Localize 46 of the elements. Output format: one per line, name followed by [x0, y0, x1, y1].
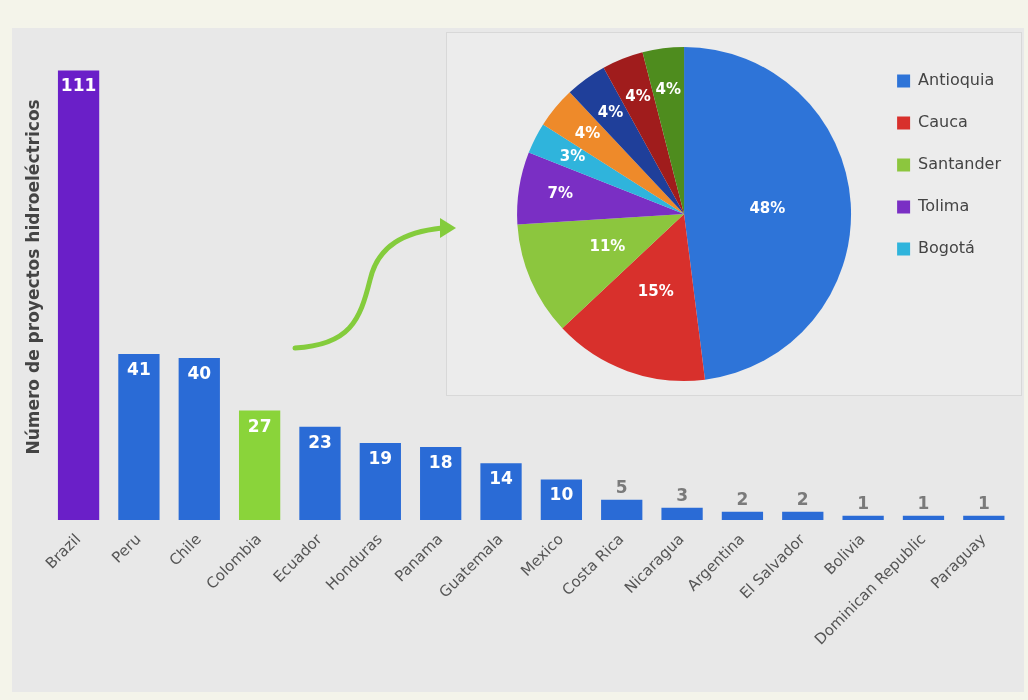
bar — [782, 511, 824, 520]
data-label: 5 — [615, 476, 628, 497]
legend-label: Cauca — [918, 112, 968, 132]
data-label: 1 — [857, 492, 870, 513]
bar — [299, 426, 341, 520]
data-label: 3% — [559, 147, 586, 166]
bar — [902, 515, 945, 520]
data-label: 4% — [655, 79, 682, 98]
data-label: 11% — [589, 237, 626, 256]
data-label: 1 — [977, 492, 990, 513]
legend-label: Antioquia — [918, 70, 995, 90]
bar — [238, 410, 281, 520]
bar — [359, 442, 401, 520]
data-label: 4% — [574, 124, 601, 143]
data-label: 111 — [60, 75, 97, 96]
data-label: 40 — [187, 362, 212, 383]
bar — [57, 70, 100, 520]
bar — [721, 511, 764, 520]
legend-label: Tolima — [917, 196, 970, 216]
bar — [118, 353, 160, 520]
data-label: 4% — [625, 87, 651, 106]
bar — [480, 463, 522, 520]
legend-label: Santander — [918, 154, 1002, 174]
data-label: 1 — [917, 492, 930, 513]
data-label: 14 — [489, 468, 514, 489]
data-label: 10 — [549, 484, 574, 505]
data-label: 2 — [796, 488, 809, 509]
data-label: 7% — [547, 184, 574, 203]
data-label: 18 — [428, 451, 453, 472]
bar — [842, 515, 884, 520]
data-label: 3 — [676, 484, 688, 505]
data-label: 15% — [637, 282, 674, 301]
data-label: 2 — [736, 488, 749, 509]
data-label: 23 — [308, 431, 332, 452]
y-axis-title: Número de proyectos hidroeléctricos — [22, 99, 43, 455]
bar — [178, 357, 220, 520]
bar — [420, 447, 462, 520]
bar — [963, 515, 1005, 520]
bar — [601, 499, 643, 520]
data-label: 48% — [749, 198, 786, 217]
data-label: 4% — [597, 102, 624, 121]
data-label: 19 — [368, 447, 393, 468]
bar — [661, 507, 703, 520]
legend-label: Bogotá — [918, 238, 975, 258]
data-label: 41 — [127, 358, 151, 379]
data-label: 27 — [247, 415, 272, 436]
